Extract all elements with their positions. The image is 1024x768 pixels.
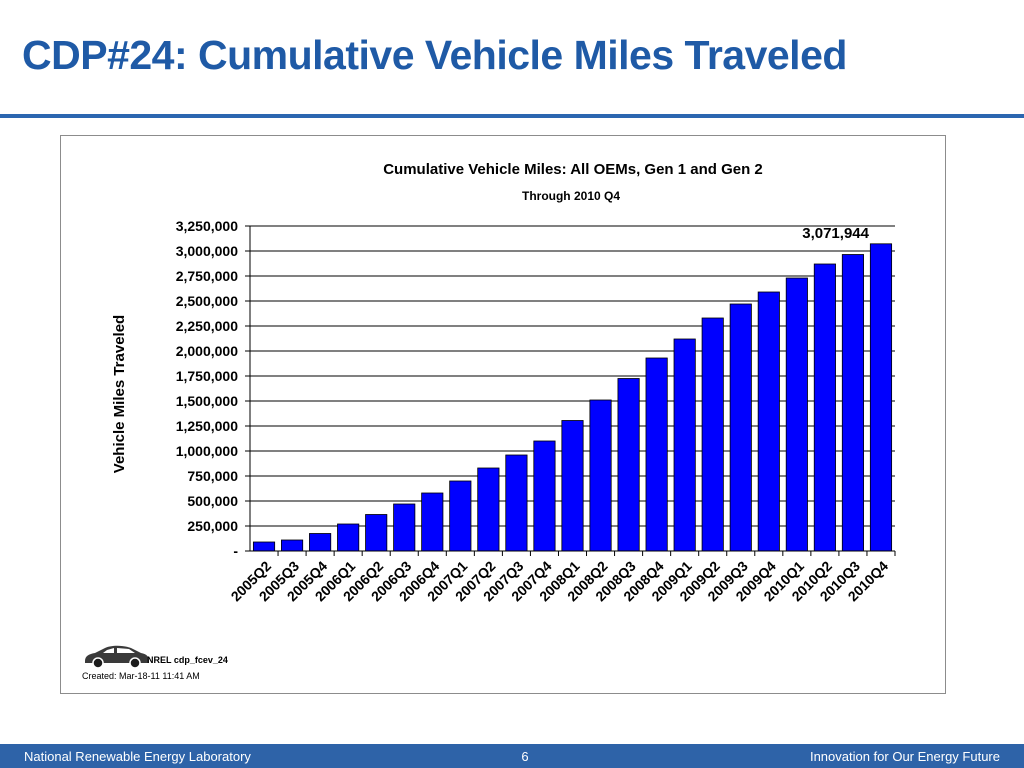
y-tick-label: 2,250,000 [176, 318, 238, 334]
chart-title: Cumulative Vehicle Miles: All OEMs, Gen … [383, 161, 763, 178]
y-tick-label: 2,750,000 [176, 268, 238, 284]
bar [309, 533, 332, 552]
chart-created-date: Created: Mar-18-11 11:41 AM [82, 671, 200, 681]
bar [421, 492, 444, 552]
bar [365, 514, 388, 552]
slide-footer: National Renewable Energy Laboratory 6 I… [0, 744, 1024, 768]
y-tick-label: 1,500,000 [176, 393, 238, 409]
bar [617, 378, 640, 552]
chart-frame: Cumulative Vehicle Miles: All OEMs, Gen … [60, 135, 946, 694]
bars [252, 243, 893, 552]
bar [561, 420, 584, 552]
bar [785, 277, 808, 552]
y-tick-label: 2,500,000 [176, 293, 238, 309]
bar [589, 399, 612, 552]
data-label: 3,071,944 [802, 225, 869, 242]
bar [673, 338, 696, 552]
bar-chart: Cumulative Vehicle Miles: All OEMs, Gen … [82, 161, 896, 681]
bar [533, 440, 556, 552]
bar [505, 454, 528, 552]
axes [249, 226, 895, 552]
bar [701, 317, 724, 552]
bar [281, 539, 304, 552]
bar [393, 503, 416, 552]
y-tick-label: 1,000,000 [176, 443, 238, 459]
chart-subtitle: Through 2010 Q4 [522, 189, 620, 203]
title-divider [0, 114, 1024, 118]
y-axis-ticks: - 250,000 500,000 750,000 1,000,000 1,250,000… [176, 218, 250, 559]
chart-code: NREL cdp_fcev_24 [147, 655, 228, 665]
y-tick-label: 3,250,000 [176, 218, 238, 234]
bar [729, 303, 752, 552]
annotations: 3,071,944 [802, 225, 869, 242]
bar [252, 541, 276, 552]
y-tick-label: 1,250,000 [176, 418, 238, 434]
footer-organization: National Renewable Energy Laboratory [24, 749, 251, 764]
bar [337, 523, 360, 552]
bar [869, 243, 893, 552]
slide-title: CDP#24: Cumulative Vehicle Miles Travele… [22, 32, 847, 78]
car-icon [85, 645, 149, 669]
bar [841, 254, 864, 552]
y-tick-label: 1,750,000 [176, 368, 238, 384]
bar [645, 357, 668, 552]
bar [477, 467, 500, 552]
footer-tagline: Innovation for Our Energy Future [809, 749, 1000, 764]
bar [449, 480, 472, 552]
y-axis-label: Vehicle Miles Traveled [111, 315, 128, 473]
y-tick-label: 3,000,000 [176, 243, 238, 259]
bar [813, 263, 836, 552]
y-tick-label: 750,000 [187, 468, 238, 484]
bar [757, 291, 780, 552]
y-tick-label: 250,000 [187, 518, 238, 534]
x-axis-ticks: 2005Q22005Q32005Q42006Q12006Q22006Q32006… [228, 551, 896, 604]
y-tick-label: - [233, 543, 238, 559]
page-number: 6 [521, 749, 529, 764]
y-tick-label: 2,000,000 [176, 343, 238, 359]
y-tick-label: 500,000 [187, 493, 238, 509]
